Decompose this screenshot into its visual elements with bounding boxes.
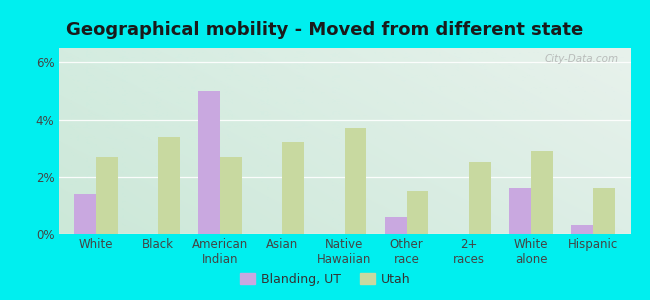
Text: City-Data.com: City-Data.com	[545, 54, 619, 64]
Bar	[158, 137, 180, 234]
Bar	[198, 91, 220, 234]
Bar	[74, 194, 96, 234]
Text: Geographical mobility - Moved from different state: Geographical mobility - Moved from diffe…	[66, 21, 584, 39]
Bar	[593, 188, 615, 234]
Bar	[531, 151, 552, 234]
Bar	[385, 217, 407, 234]
Bar	[509, 188, 531, 234]
Bar	[96, 157, 118, 234]
Bar	[407, 191, 428, 234]
Legend: Blanding, UT, Utah: Blanding, UT, Utah	[235, 268, 415, 291]
Bar	[344, 128, 366, 234]
Bar	[571, 225, 593, 234]
Bar	[220, 157, 242, 234]
Bar	[469, 163, 491, 234]
Bar	[282, 142, 304, 234]
